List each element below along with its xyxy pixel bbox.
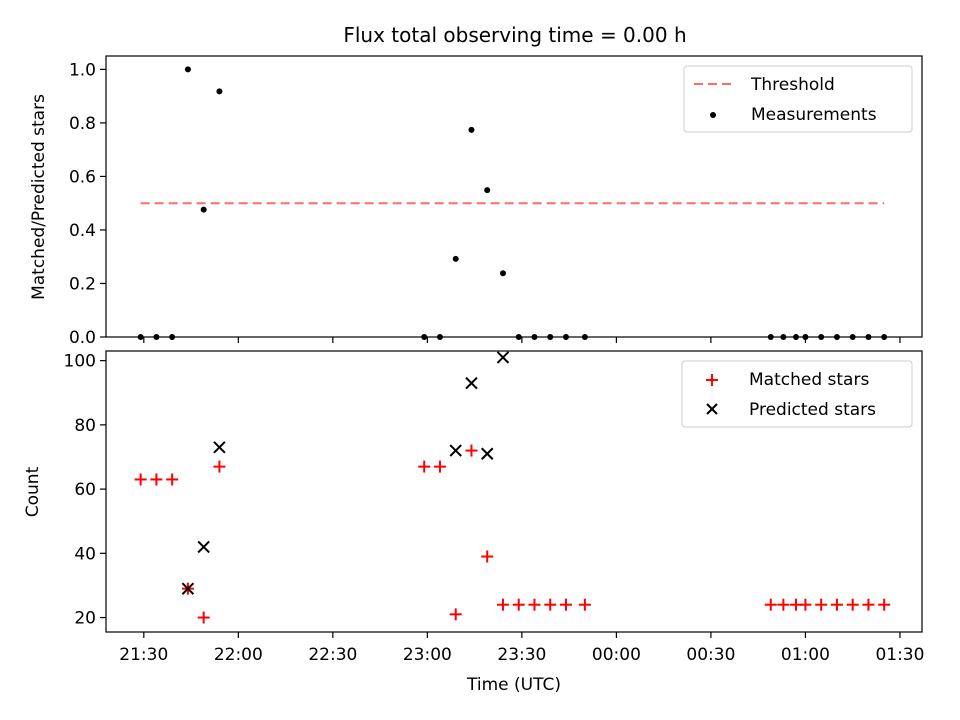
x-tick-label: 01:00 [781,645,830,665]
top-y-tick-label: 0.0 [69,328,96,348]
matched-star-marker [799,598,812,611]
matched-star-marker [213,460,226,473]
top-legend-box [683,65,913,133]
chart-title: Flux total observing time = 0.00 h [343,23,686,47]
x-axis-label: Time (UTC) [466,675,561,695]
predicted-star-marker [181,582,195,595]
top-y-axis: 0.0 0.2 0.4 0.6 0.8 1.0 [69,60,106,348]
matched-star-marker [150,473,163,486]
top-legend: Threshold Measurements [683,65,913,133]
measurement-point [499,270,506,277]
matched-star-marker [777,598,790,611]
matched-star-marker [878,598,891,611]
matched-star-marker [449,608,462,621]
legend-threshold-label: Threshold [750,75,835,95]
x-tick-label: 00:00 [592,645,641,665]
bottom-y-tick-label: 40 [74,544,96,564]
bottom-y-tick-label: 80 [74,416,96,436]
matched-star-marker [512,598,525,611]
matched-star-marker [197,611,210,624]
matched-star-marker [166,473,179,486]
matched-star-marker [578,598,591,611]
top-y-tick-label: 0.8 [69,114,96,134]
matched-star-marker [528,598,541,611]
matched-star-marker [846,598,859,611]
top-y-tick-label: 0.6 [69,167,96,187]
top-x-ticks [143,337,901,343]
matched-star-marker [815,598,828,611]
top-y-tick-label: 0.4 [69,221,96,241]
legend-matched-label: Matched stars [749,370,869,390]
x-tick-label: 00:30 [686,645,735,665]
bottom-y-tick-label: 100 [64,352,96,372]
bottom-legend: Matched stars Predicted stars [681,360,913,428]
count-points-layer [134,351,891,624]
measurement-point [484,187,491,194]
matched-star-marker [134,473,147,486]
matched-star-marker [433,460,446,473]
top-y-tick-label: 1.0 [69,60,96,80]
bottom-y-axis: 20 40 60 80 100 [64,352,106,629]
measurement-point [184,66,191,73]
matched-star-marker [559,598,572,611]
measurement-point [452,255,459,262]
x-tick-label: 22:00 [214,645,263,665]
predicted-star-marker [197,540,210,554]
bottom-y-axis-label: Count [23,466,43,517]
legend-predicted-label: Predicted stars [749,400,876,420]
matched-star-marker [418,460,431,473]
bottom-panel: 20 40 60 80 100 21:30 22:00 22:30 23:00 23:30 00:… [23,350,924,695]
matched-star-marker [862,598,875,611]
x-tick-label: 22:30 [308,645,357,665]
x-tick-label: 21:30 [119,645,168,665]
top-y-axis-label: Matched/Predicted stars [29,94,49,300]
bottom-y-tick-label: 20 [74,609,96,629]
top-plot-frame [105,55,923,338]
legend-matched-swatch [706,374,718,386]
measurement-point [468,126,475,133]
bottom-y-tick-label: 60 [74,480,96,500]
predicted-star-marker [465,376,478,390]
legend-measurements-label: Measurements [751,105,877,125]
matched-star-marker [830,598,843,611]
predicted-star-marker [213,441,226,454]
top-y-tick-label: 0.2 [69,274,96,294]
bottom-legend-box [681,360,913,428]
x-tick-label: 23:30 [497,645,546,665]
matched-star-marker [496,598,509,611]
bottom-x-axis: 21:30 22:00 22:30 23:00 23:30 00:00 00:30 01:00… [119,632,924,665]
matched-star-marker [481,550,494,563]
measurement-point [200,206,207,213]
bottom-plot-frame [105,350,923,633]
predicted-star-marker [496,351,510,364]
legend-measurements-swatch [710,112,716,118]
predicted-star-marker [481,447,494,460]
x-tick-label: 23:00 [403,645,452,665]
measurement-point [216,88,223,95]
top-panel: 0.0 0.2 0.4 0.6 0.8 1.0 Matched/Predicted sta… [29,55,923,348]
matched-star-marker [465,444,478,457]
predicted-star-marker [449,444,462,457]
matched-star-marker [544,598,557,611]
x-tick-label: 01:30 [875,645,924,665]
legend-predicted-swatch [706,403,718,415]
matched-star-marker [764,598,777,611]
